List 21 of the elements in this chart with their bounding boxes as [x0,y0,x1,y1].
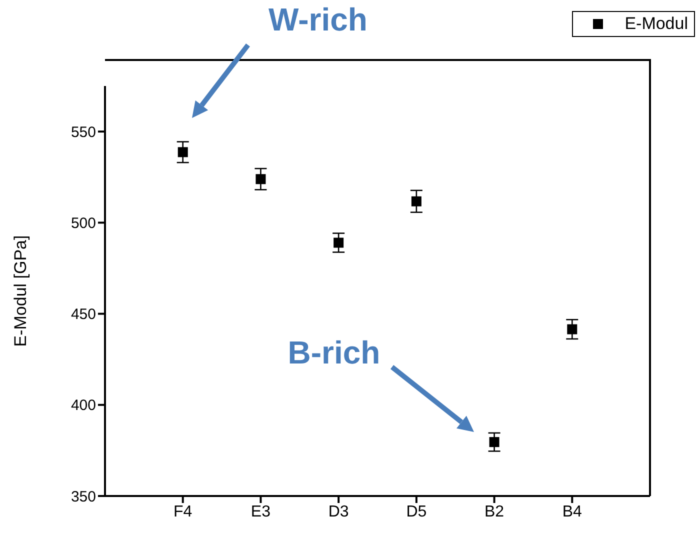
y-tick-label: 550 [70,124,96,141]
point [411,196,422,206]
text: W-rich [268,1,368,38]
legend-label: E-Modul [624,14,688,34]
x-tick-label: B2 [484,503,504,520]
y-tick-label: 400 [70,397,96,414]
y-tick-label: 450 [70,306,96,324]
y-tick-label: 500 [70,214,96,232]
point [178,147,188,158]
x-tick-label: D5 [406,503,427,520]
y-tick-label: 350 [70,488,96,506]
annotation: B-rich [288,334,380,370]
y-axis-title: E-Modul [GPa] [11,235,30,347]
point [567,324,578,334]
point [489,437,500,448]
x-tick-label: D3 [328,503,349,520]
x-tick-label: B4 [562,503,582,520]
point [256,174,266,184]
x-tick-label: E3 [250,503,271,520]
point [334,238,344,248]
x-tick-label: F4 [174,503,192,520]
